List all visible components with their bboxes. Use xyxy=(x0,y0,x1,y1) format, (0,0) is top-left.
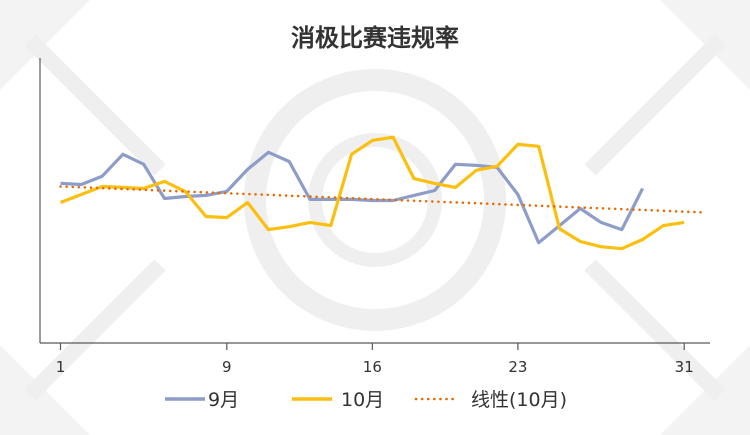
legend-item: 9月 xyxy=(165,389,239,411)
axes xyxy=(39,58,710,344)
legend: 9月 10月 线性(10月) xyxy=(165,389,567,411)
x-tick-label: 23 xyxy=(508,358,527,376)
legend-item: 线性(10月) xyxy=(414,389,567,411)
series-3 xyxy=(59,185,707,214)
series-line xyxy=(60,150,645,245)
series-layer xyxy=(59,135,707,251)
legend-item: 10月 xyxy=(292,389,384,411)
series-1 xyxy=(60,150,645,245)
legend-label: 10月 xyxy=(341,389,384,411)
series-line xyxy=(59,135,685,251)
legend-label: 线性(10月) xyxy=(471,389,567,411)
series-line xyxy=(59,185,707,214)
x-tick-label: 1 xyxy=(56,358,66,376)
x-tick-label: 9 xyxy=(222,358,232,376)
x-tick-label: 31 xyxy=(675,358,694,376)
series-2 xyxy=(59,135,685,251)
x-tick-label: 16 xyxy=(363,358,382,376)
legend-label: 9月 xyxy=(208,389,239,411)
chart-title: 消极比赛违规率 xyxy=(291,24,459,52)
x-axis-ticks: 1 9 16 23 31 xyxy=(56,343,694,376)
